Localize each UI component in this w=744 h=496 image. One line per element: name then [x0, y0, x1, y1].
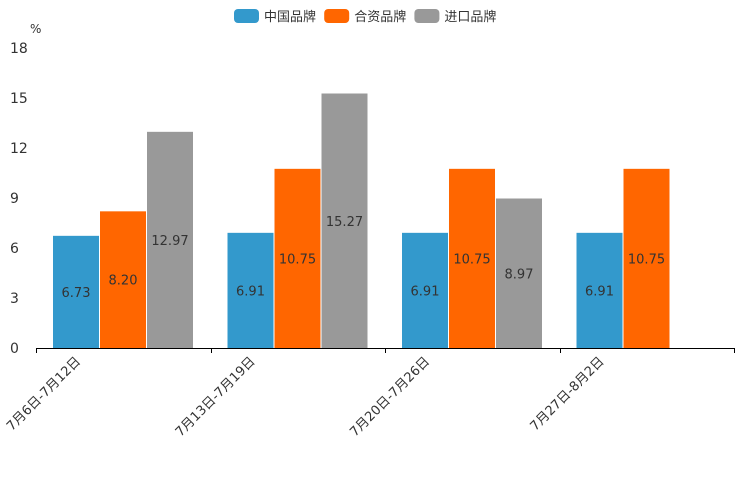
legend-label[interactable]: 合资品牌 [354, 9, 406, 25]
bar[interactable] [623, 168, 670, 348]
bar[interactable] [449, 168, 495, 348]
bars: 6.73 8.20 12.97 6.91 10.75 15.27 6.91 10.75 8.97… [53, 93, 670, 349]
bar[interactable] [321, 93, 368, 349]
data-label: 15.27 [326, 215, 363, 230]
legend-swatch[interactable] [324, 9, 350, 23]
data-label: 10.75 [628, 252, 665, 267]
data-label: 8.20 [109, 274, 138, 289]
x-tick-label: 7月6日-7月12日 [4, 354, 84, 434]
bar[interactable] [147, 131, 193, 348]
y-axis: 0 3 6 9 12 15 18 [10, 41, 28, 357]
data-label: 12.97 [151, 234, 188, 249]
bar[interactable] [100, 211, 146, 348]
y-tick-label: 12 [10, 141, 28, 157]
y-tick-label: 0 [10, 341, 19, 357]
data-label: 10.75 [279, 252, 316, 267]
x-axis: 7月6日-7月12日 7月13日-7月19日 7月20日-7月26日 7月27日-8月… [4, 348, 735, 440]
bar[interactable] [53, 235, 99, 348]
y-tick-label: 3 [10, 291, 19, 307]
legend-label[interactable]: 中国品牌 [264, 9, 316, 25]
legend: 中国品牌 合资品牌 进口品牌 [234, 9, 496, 25]
data-label: 6.91 [585, 284, 614, 299]
y-tick-label: 6 [10, 241, 19, 257]
data-label: 6.73 [62, 286, 91, 301]
x-tick-label: 7月13日-7月19日 [173, 354, 259, 440]
bar[interactable] [402, 232, 448, 348]
bar[interactable] [576, 232, 623, 348]
bar[interactable] [274, 168, 321, 348]
y-tick-label: 18 [10, 41, 28, 57]
y-tick-label: 15 [10, 91, 28, 107]
legend-label[interactable]: 进口品牌 [444, 9, 496, 25]
legend-swatch[interactable] [414, 9, 440, 23]
x-tick-label: 7月20日-7月26日 [347, 354, 433, 440]
bar[interactable] [227, 232, 274, 348]
y-axis-unit: % [30, 22, 41, 36]
y-tick-label: 9 [10, 191, 19, 207]
data-label: 8.97 [505, 267, 534, 282]
data-label: 6.91 [236, 284, 265, 299]
legend-swatch[interactable] [234, 9, 259, 23]
data-label: 10.75 [453, 252, 490, 267]
bar[interactable] [496, 198, 542, 349]
data-label: 6.91 [411, 284, 440, 299]
x-tick-label: 7月27日-8月2日 [528, 354, 608, 434]
